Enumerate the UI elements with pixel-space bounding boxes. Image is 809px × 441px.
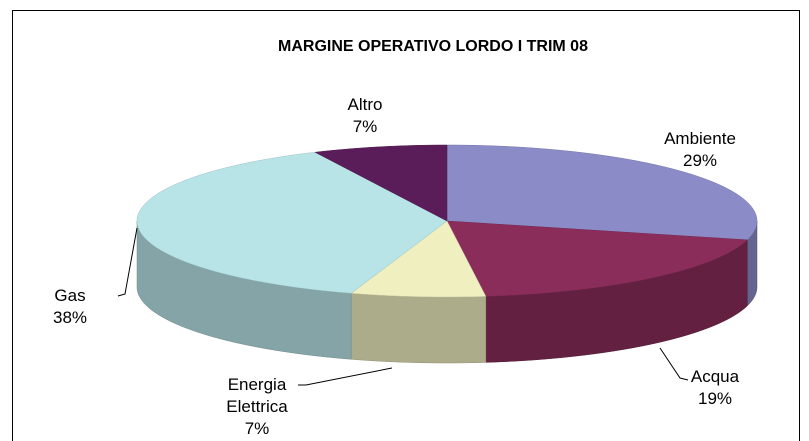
slice-label: Gas 38% xyxy=(20,285,120,329)
slice-name: Ambiente xyxy=(664,129,736,148)
slice-value: 19% xyxy=(697,389,733,408)
slice-label: Acqua 19% xyxy=(660,366,770,410)
slice-label: Altro 7% xyxy=(310,94,420,138)
slice-label: Energia Elettrica 7% xyxy=(207,374,307,440)
slice-value: 7% xyxy=(244,419,270,438)
slice-name: Acqua xyxy=(690,367,740,386)
slice xyxy=(446,144,758,241)
slice-name: Gas xyxy=(54,286,86,305)
chart-title: MARGINE OPERATIVO LORDO I TRIM 08 xyxy=(278,38,588,55)
pie xyxy=(136,144,758,364)
slice-value: 29% xyxy=(682,151,718,170)
slice-name: Energia Elettrica xyxy=(226,375,288,416)
slice-value: 38% xyxy=(52,308,88,327)
slice-side xyxy=(350,293,487,364)
slice-name: Altro xyxy=(347,95,383,114)
leader-line xyxy=(117,227,138,297)
slice xyxy=(350,220,487,298)
slice-value: 7% xyxy=(352,117,378,136)
slice xyxy=(314,144,448,222)
leader-line xyxy=(298,367,393,386)
slice xyxy=(136,151,448,294)
leader-line xyxy=(659,347,689,381)
slice-label: Ambiente 29% xyxy=(640,128,760,172)
slice xyxy=(446,220,748,297)
